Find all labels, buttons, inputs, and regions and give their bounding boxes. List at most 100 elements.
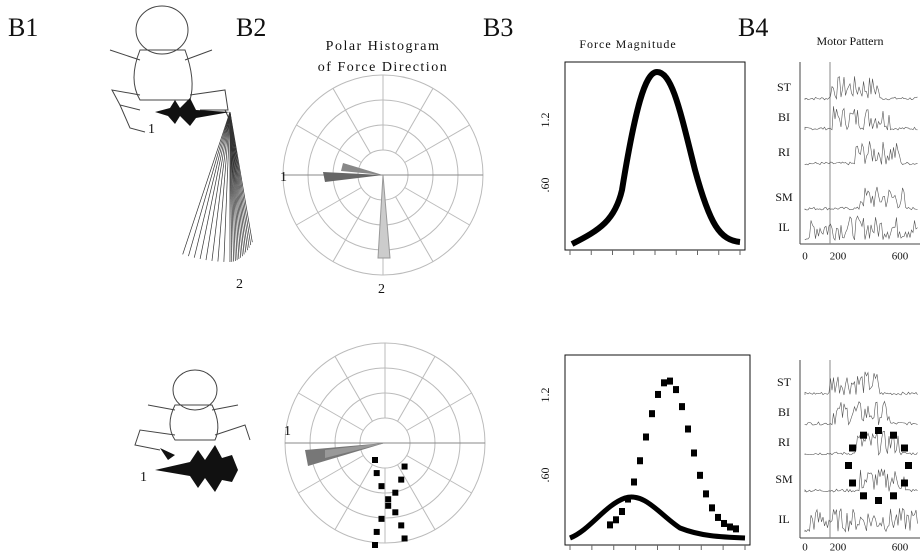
x-tick-label: 0	[802, 251, 808, 263]
emg-trace	[804, 371, 918, 396]
emg-trace	[804, 76, 918, 101]
grid-spoke	[397, 464, 436, 530]
force-curve	[568, 494, 746, 541]
histogram-wedge	[377, 174, 391, 259]
emg-trace	[804, 507, 918, 533]
dot	[372, 457, 378, 463]
x-tick-label: 0	[802, 542, 808, 553]
dot	[392, 509, 399, 516]
histogram-wedge	[341, 163, 383, 175]
emg-trace	[804, 141, 918, 166]
dot	[401, 535, 408, 542]
emg-trace	[804, 106, 918, 131]
dot	[860, 431, 867, 439]
muscle-label: ST	[777, 80, 792, 94]
dot	[860, 492, 867, 500]
dot	[721, 519, 727, 527]
histogram-wedge	[325, 443, 385, 458]
panel-label: B2	[236, 13, 266, 42]
histogram-wedge	[323, 172, 383, 182]
muscle-label: SM	[775, 472, 793, 486]
dot	[715, 513, 721, 521]
dot	[661, 379, 667, 387]
dot	[398, 522, 405, 529]
dot	[378, 483, 385, 490]
muscle-label: SM	[775, 190, 793, 204]
dot	[900, 479, 908, 487]
marker: 1	[280, 170, 289, 185]
dot	[607, 521, 613, 529]
x-tick-label: 600	[892, 542, 909, 553]
emg-trace	[804, 215, 918, 241]
x-tick-label: 200	[830, 542, 847, 553]
dot	[667, 377, 673, 385]
marker: 2	[236, 277, 245, 292]
dot	[709, 504, 715, 512]
dot	[673, 386, 679, 394]
force-vector	[229, 111, 253, 243]
force-vector	[217, 111, 231, 262]
dot	[875, 497, 882, 504]
x-ticks	[569, 250, 746, 550]
marker: 2	[378, 282, 387, 297]
grid-spoke	[406, 455, 472, 494]
dot	[703, 490, 709, 498]
dot	[890, 492, 897, 500]
dot	[691, 449, 697, 457]
dot	[697, 471, 703, 479]
force-vector	[205, 111, 231, 261]
force-vector	[223, 111, 231, 262]
dot	[900, 444, 908, 452]
emg-trace	[804, 468, 918, 493]
marker: 1	[284, 424, 293, 439]
dot	[849, 479, 857, 487]
dot	[401, 463, 408, 470]
polar-grid	[284, 342, 486, 544]
grid-spoke	[332, 88, 371, 154]
grid-spoke	[406, 392, 472, 431]
dot	[392, 489, 399, 496]
force-vector	[211, 111, 231, 261]
grid-spoke	[296, 124, 362, 163]
dot	[631, 478, 637, 486]
muscle-label: IL	[778, 220, 789, 234]
grid-spoke	[298, 392, 364, 431]
grid-spoke	[395, 88, 434, 154]
histogram-wedge	[305, 443, 385, 466]
frog-drawing	[134, 369, 251, 451]
dot	[890, 431, 897, 439]
force-curve	[570, 68, 741, 247]
dot	[733, 525, 739, 533]
panel-title: of Force Direction	[318, 60, 448, 75]
grid-spoke	[296, 187, 362, 226]
dot	[849, 444, 857, 452]
force-vector-fan	[182, 111, 253, 263]
force-dots	[607, 377, 739, 533]
dot	[613, 516, 619, 524]
grid-spoke	[397, 356, 436, 422]
dot	[637, 457, 643, 465]
plot-frame	[564, 354, 751, 546]
panel-title: Polar Histogram	[326, 39, 441, 54]
y-tick-label: .60	[538, 178, 552, 193]
dot	[727, 523, 733, 531]
force-vector	[188, 111, 231, 257]
dot	[643, 433, 649, 441]
emg-trace	[804, 400, 918, 426]
force-vectors	[155, 445, 238, 492]
muscle-label: RI	[778, 435, 790, 449]
marker: 1	[140, 470, 149, 485]
grid-spoke	[395, 196, 434, 262]
dot	[373, 528, 380, 535]
dot	[685, 425, 691, 433]
grid-spoke	[334, 464, 373, 530]
force-vector	[182, 111, 231, 255]
dot	[875, 427, 882, 434]
panel-title: Force Magnitude	[579, 37, 676, 51]
marker: 1	[148, 122, 157, 137]
panel-title: Motor Pattern	[817, 34, 884, 48]
dot	[845, 462, 852, 469]
dot	[385, 502, 392, 509]
grid-spoke	[404, 187, 470, 226]
panel-label: B3	[483, 13, 513, 42]
